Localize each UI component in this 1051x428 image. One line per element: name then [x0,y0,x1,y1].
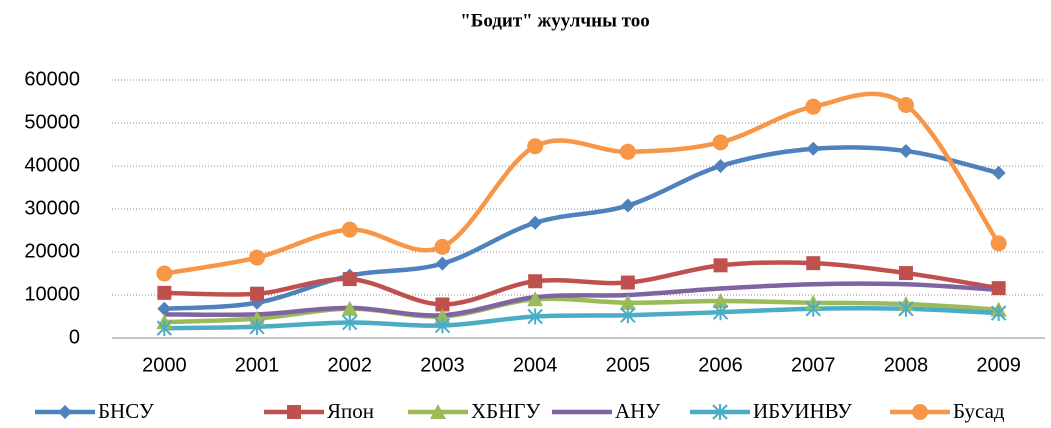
marker [528,215,543,230]
marker [620,198,635,213]
x-tick-label: 2005 [606,354,651,376]
marker [713,159,728,173]
marker [157,285,172,300]
series-line [164,281,999,318]
marker [897,96,914,113]
marker [619,143,636,160]
legend-label: Бусад [953,399,1005,423]
legend-marker [58,405,72,419]
legend-marker [430,404,446,419]
x-tick-label: 2006 [698,354,743,376]
marker [806,256,821,271]
marker [712,293,729,309]
legend-label: БНСУ [98,399,154,423]
x-tick-label: 2004 [513,354,558,376]
x-tick-label: 2003 [420,354,465,376]
marker [157,301,172,316]
marker [898,143,913,158]
x-tick-label: 2009 [976,354,1021,376]
series-line [164,306,999,331]
y-tick-label: 60000 [24,68,80,90]
marker [434,238,451,255]
x-tick-label: 2001 [235,354,280,376]
marker [527,308,543,325]
marker [620,307,636,324]
marker [156,320,173,337]
marker [342,272,357,287]
marker [620,275,635,290]
marker [249,318,265,335]
marker [527,291,544,307]
marker [250,286,265,301]
marker [991,281,1006,296]
marker [156,265,173,282]
y-tick-label: 30000 [24,197,80,219]
x-tick-label: 2002 [328,354,373,376]
x-tick-label: 2008 [884,354,929,376]
marker [435,256,450,271]
marker [528,274,543,289]
marker [619,294,636,310]
legend-marker [912,404,928,420]
legend-label: Япон [327,399,374,423]
marker [435,297,450,312]
marker [806,141,821,156]
marker [898,266,913,281]
marker [342,314,358,331]
marker [990,235,1007,252]
marker [713,258,728,273]
series-line [164,145,1000,312]
marker [249,249,266,266]
x-tick-label: 2000 [142,354,187,376]
marker [990,305,1007,322]
y-tick-label: 10000 [24,283,80,305]
legend-label: ИБУИНВУ [753,399,852,423]
legend-label: ХБНГУ [471,399,541,423]
legend-label: АНУ [615,399,660,423]
chart-title: "Бодит" жуулчны тоо [460,10,650,31]
marker [434,308,451,324]
marker [341,221,358,238]
marker [991,165,1006,180]
x-tick-label: 2007 [791,354,836,376]
marker [712,304,729,321]
marker [805,300,821,317]
legend-marker [287,405,301,419]
y-tick-label: 0 [69,326,80,348]
series-line [164,260,1000,307]
marker [805,98,822,115]
y-tick-label: 20000 [24,240,80,262]
marker [898,300,914,317]
series-line [164,296,999,325]
legend-marker [712,404,728,420]
marker [527,138,544,155]
y-tick-label: 40000 [24,154,80,176]
marker [434,317,451,334]
marker [712,134,729,151]
marker [341,300,358,316]
series-line [163,91,1001,276]
y-tick-label: 50000 [24,111,80,133]
